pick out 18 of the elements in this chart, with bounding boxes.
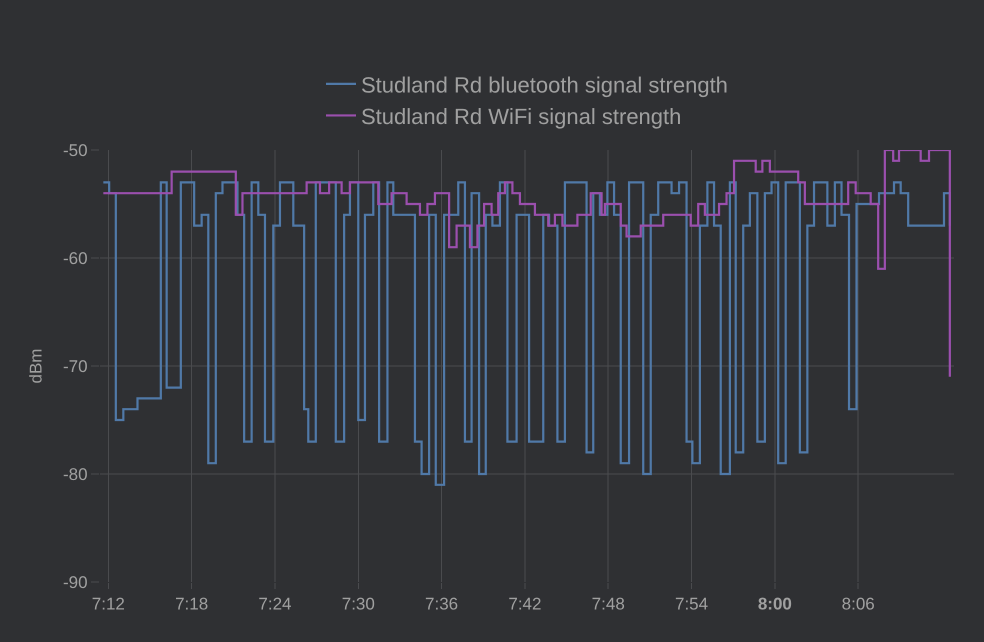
- x-tick-label: 7:36: [425, 594, 458, 614]
- y-tick-label: -60: [63, 248, 88, 268]
- x-tick-label: 7:42: [508, 594, 542, 614]
- y-tick-label: -50: [63, 140, 88, 160]
- y-axis-title: dBm: [26, 348, 46, 384]
- x-tick-label: 8:00: [758, 594, 792, 614]
- x-tick-label: 7:18: [175, 594, 208, 614]
- legend-label: Studland Rd WiFi signal strength: [361, 104, 682, 130]
- x-tick-label: 7:48: [592, 594, 625, 614]
- x-tick-label: 7:30: [342, 594, 375, 614]
- x-tick-label: 7:24: [258, 594, 292, 614]
- legend-label: Studland Rd bluetooth signal strength: [361, 72, 728, 98]
- y-tick-label: -70: [63, 356, 88, 376]
- x-tick-label: 7:12: [92, 594, 125, 614]
- x-tick-label: 8:06: [842, 594, 875, 614]
- y-tick-label: -80: [63, 464, 88, 484]
- x-tick-label: 7:54: [675, 594, 708, 614]
- y-tick-label: -90: [63, 572, 88, 592]
